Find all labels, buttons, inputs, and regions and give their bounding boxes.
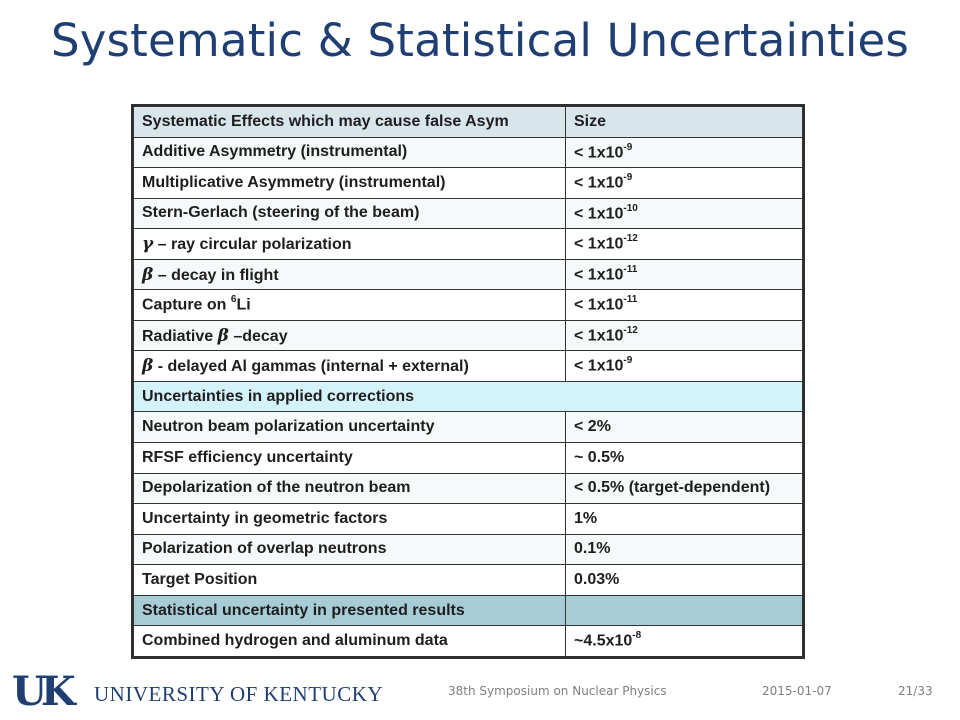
table-row: Polarization of overlap neutrons 0.1% (133, 533, 803, 566)
header-label: Systematic Effects which may cause false… (133, 106, 566, 138)
university-name: UNIVERSITY OF KENTUCKY (94, 682, 384, 706)
effect-label: Additive Asymmetry (instrumental) (133, 136, 566, 169)
correction-label: Depolarization of the neutron beam (133, 472, 566, 505)
correction-label: Target Position (133, 564, 566, 596)
table-row: Neutron beam polarization uncertainty < 2… (133, 411, 803, 444)
correction-value: 1% (565, 503, 803, 535)
size-exponent: -9 (623, 355, 633, 367)
size-exponent: -11 (623, 263, 638, 275)
table-row: Depolarization of the neutron beam < 0.5%… (133, 472, 803, 505)
correction-value: < 0.5% (target-dependent) (565, 472, 803, 505)
section-empty-cell (565, 594, 803, 627)
uk-logo-mark: UK (12, 668, 76, 715)
label-superscript: 6 (230, 294, 237, 306)
size-exponent: -12 (623, 324, 638, 336)
label-prefix: Radiative (142, 327, 218, 345)
table-row: Additive Asymmetry (instrumental) < 1x10-… (133, 136, 803, 169)
correction-value: ~ 0.5% (565, 442, 803, 474)
label-text: Multiplicative Asymmetry (instrumental) (142, 173, 446, 191)
table-row: Combined hydrogen and aluminum data ~4.5x… (133, 625, 803, 657)
label-text: – decay in flight (153, 266, 279, 284)
label-text: Additive Asymmetry (instrumental) (142, 143, 408, 161)
size-base: < 1x10 (574, 205, 624, 223)
size-value: < 1x10-12 (565, 228, 803, 260)
section-row-statistical: Statistical uncertainty in presented res… (133, 594, 803, 627)
size-value: < 1x10-11 (565, 289, 803, 321)
size-base: < 1x10 (574, 235, 624, 253)
correction-value: 0.03% (565, 564, 803, 596)
size-exponent: -10 (623, 202, 638, 214)
table-row: Target Position 0.03% (133, 564, 803, 596)
footer-date: 2015-01-07 (762, 684, 832, 698)
correction-label: Neutron beam polarization uncertainty (133, 411, 566, 444)
size-value: < 1x10-10 (565, 197, 803, 230)
table-row: β - delayed Al gammas (internal + extern… (133, 350, 803, 382)
size-exponent: -11 (623, 294, 638, 306)
size-value: < 1x10-9 (565, 350, 803, 382)
section-title: Statistical uncertainty in presented res… (133, 594, 566, 627)
correction-label: Uncertainty in geometric factors (133, 503, 566, 535)
table-body: Systematic Effects which may cause false… (133, 106, 803, 657)
statistical-label: Combined hydrogen and aluminum data (133, 625, 566, 657)
table-row: Multiplicative Asymmetry (instrumental) <… (133, 167, 803, 199)
table-row: β – decay in flight < 1x10-11 (133, 258, 803, 291)
table-row: Capture on 6Li < 1x10-11 (133, 289, 803, 321)
label-text: – ray circular polarization (153, 235, 352, 253)
size-base: < 1x10 (574, 174, 624, 192)
effect-label: γ – ray circular polarization (133, 228, 566, 260)
size-exponent: -9 (623, 141, 633, 153)
correction-label: Polarization of overlap neutrons (133, 533, 566, 566)
size-value: < 1x10-11 (565, 258, 803, 291)
table-row: γ – ray circular polarization < 1x10-12 (133, 228, 803, 260)
slide-title: Systematic & Statistical Uncertainties (50, 14, 910, 67)
effect-label: Multiplicative Asymmetry (instrumental) (133, 167, 566, 199)
correction-value: < 2% (565, 411, 803, 444)
section-title: Uncertainties in applied corrections (133, 380, 803, 413)
greek-symbol: β (142, 356, 154, 377)
size-base: < 1x10 (574, 357, 624, 375)
effect-label: β - delayed Al gammas (internal + extern… (133, 350, 566, 382)
size-exponent: -9 (623, 172, 633, 184)
effect-label: Stern-Gerlach (steering of the beam) (133, 197, 566, 230)
table-header-row: Systematic Effects which may cause false… (133, 106, 803, 138)
size-value: < 1x10-9 (565, 136, 803, 169)
label-text: - delayed Al gammas (internal + external… (153, 358, 469, 376)
uncertainty-table: Systematic Effects which may cause false… (133, 106, 803, 657)
size-exponent: -8 (632, 630, 642, 642)
university-logo: UK UNIVERSITY OF KENTUCKY (12, 668, 383, 715)
table-row: Radiative β –decay < 1x10-12 (133, 319, 803, 352)
greek-symbol: γ (142, 233, 154, 254)
size-base: < 1x10 (574, 266, 624, 284)
uncertainty-table-frame: Systematic Effects which may cause false… (131, 104, 805, 659)
effect-label: β – decay in flight (133, 258, 566, 291)
size-base: < 1x10 (574, 143, 624, 161)
label-text: –decay (228, 327, 288, 345)
effect-label: Radiative β –decay (133, 319, 566, 352)
size-base: < 1x10 (574, 327, 624, 345)
section-row-corrections: Uncertainties in applied corrections (133, 380, 803, 413)
correction-label: RFSF efficiency uncertainty (133, 442, 566, 474)
label-prefix: Capture on (142, 296, 231, 314)
label-text: Li (236, 296, 251, 314)
size-value: < 1x10-9 (565, 167, 803, 199)
size-base: ~4.5x10 (574, 632, 633, 650)
size-value: ~4.5x10-8 (565, 625, 803, 657)
size-exponent: -12 (623, 233, 638, 245)
greek-symbol: β (217, 325, 229, 346)
table-row: Uncertainty in geometric factors 1% (133, 503, 803, 535)
effect-label: Capture on 6Li (133, 289, 566, 321)
header-size: Size (565, 106, 803, 138)
size-base: < 1x10 (574, 296, 624, 314)
greek-symbol: β (142, 264, 154, 285)
table-row: Stern-Gerlach (steering of the beam) < 1x… (133, 197, 803, 230)
footer-page-number: 21/33 (898, 684, 933, 698)
table-row: RFSF efficiency uncertainty ~ 0.5% (133, 442, 803, 474)
label-text: Stern-Gerlach (steering of the beam) (142, 204, 420, 222)
footer-conference: 38th Symposium on Nuclear Physics (448, 684, 667, 698)
correction-value: 0.1% (565, 533, 803, 566)
size-value: < 1x10-12 (565, 319, 803, 352)
